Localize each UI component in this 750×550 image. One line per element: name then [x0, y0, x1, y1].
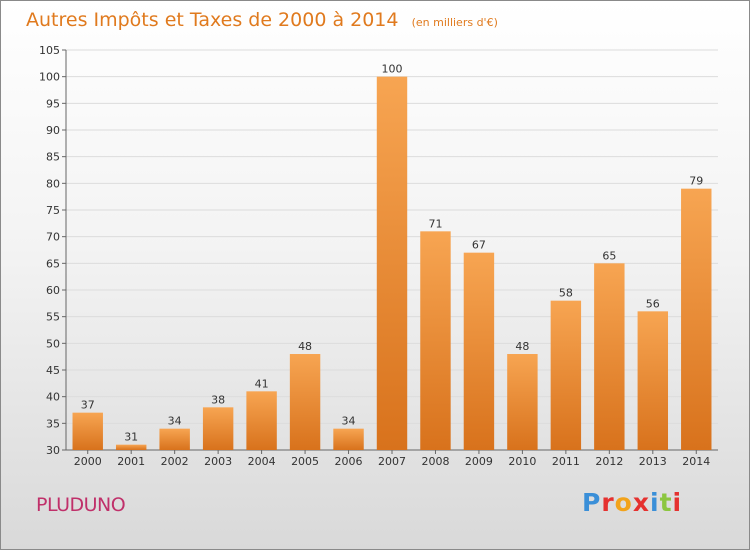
chart-subtitle: (en milliers d'€)	[412, 16, 498, 29]
x-tick-label: 2007	[378, 455, 406, 468]
y-tick-label: 30	[46, 444, 60, 457]
bars	[72, 76, 712, 451]
data-label-2007: 100	[382, 63, 403, 76]
bar-2003	[202, 407, 234, 450]
y-tick-label: 80	[46, 177, 60, 190]
chart-title-group: Autres Impôts et Taxes de 2000 à 2014 (e…	[26, 9, 498, 31]
x-tick-label: 2013	[639, 455, 667, 468]
y-tick-label: 75	[46, 204, 60, 217]
proxiti-logo: Proxiti	[582, 488, 682, 517]
data-label-2009: 67	[472, 239, 486, 252]
y-tick-label: 105	[39, 44, 60, 57]
x-tick-label: 2014	[682, 455, 710, 468]
bar-2009	[463, 252, 495, 450]
x-tick-label: 2006	[335, 455, 363, 468]
bar-2005	[289, 354, 321, 450]
x-tick-label: 2009	[465, 455, 493, 468]
y-tick-label: 35	[46, 417, 60, 430]
y-tick-label: 70	[46, 231, 60, 244]
bar-2007	[376, 76, 408, 451]
data-label-2013: 56	[646, 297, 660, 310]
bar-2001	[115, 444, 147, 450]
y-tick-label: 55	[46, 311, 60, 324]
x-tick-label: 2005	[291, 455, 319, 468]
y-tick-label: 60	[46, 284, 60, 297]
x-tick-label: 2004	[248, 455, 276, 468]
y-tick-label: 50	[46, 337, 60, 350]
data-label-2010: 48	[515, 340, 529, 353]
data-label-2004: 41	[255, 377, 269, 390]
data-label-2011: 58	[559, 287, 573, 300]
x-tick-label: 2000	[74, 455, 102, 468]
logo-letter: r	[601, 488, 615, 517]
x-tick-label: 2003	[204, 455, 232, 468]
data-label-2014: 79	[689, 175, 703, 188]
data-label-2005: 48	[298, 340, 312, 353]
x-tick-label: 2008	[421, 455, 449, 468]
y-tick-label: 90	[46, 124, 60, 137]
x-tick-label: 2012	[595, 455, 623, 468]
y-tick-label: 45	[46, 364, 60, 377]
data-label-2012: 65	[602, 249, 616, 262]
x-tick-label: 2011	[552, 455, 580, 468]
bar-2002	[159, 428, 190, 450]
x-tick-label: 2002	[161, 455, 189, 468]
data-label-2001: 31	[124, 431, 138, 444]
logo-letter: t	[659, 488, 673, 517]
logo-letter: i	[650, 488, 660, 517]
logo-letter: o	[614, 488, 633, 517]
data-label-2006: 34	[342, 415, 356, 428]
data-label-2000: 37	[81, 399, 95, 412]
data-label-2008: 71	[428, 217, 442, 230]
data-labels: 37 31 34 38 41 48 34 100 71 67 48 58 65 56 79	[81, 63, 704, 444]
data-label-2002: 34	[168, 415, 182, 428]
logo-letter: i	[672, 488, 683, 517]
bar-2014	[681, 188, 712, 450]
bar-2011	[550, 300, 582, 450]
y-tick-label: 85	[46, 151, 60, 164]
bar-2008	[420, 231, 451, 450]
logo-letter: x	[632, 488, 650, 517]
x-tick-label: 2010	[508, 455, 536, 468]
data-label-2003: 38	[211, 393, 225, 406]
place-name: PLUDUNO	[36, 494, 126, 516]
chart-title: Autres Impôts et Taxes de 2000 à 2014	[26, 9, 399, 31]
y-tick-label: 95	[46, 97, 60, 110]
bar-2000	[72, 412, 103, 450]
logo-letter: P	[582, 488, 602, 517]
x-tick-label: 2001	[117, 455, 145, 468]
bar-2006	[333, 428, 364, 450]
bar-2010	[507, 354, 538, 450]
bar-2004	[246, 391, 277, 450]
y-tick-label: 65	[46, 257, 60, 270]
bar-2013	[637, 311, 669, 450]
bar-2012	[594, 263, 625, 450]
y-tick-label: 40	[46, 391, 60, 404]
y-tick-label: 100	[39, 71, 60, 84]
